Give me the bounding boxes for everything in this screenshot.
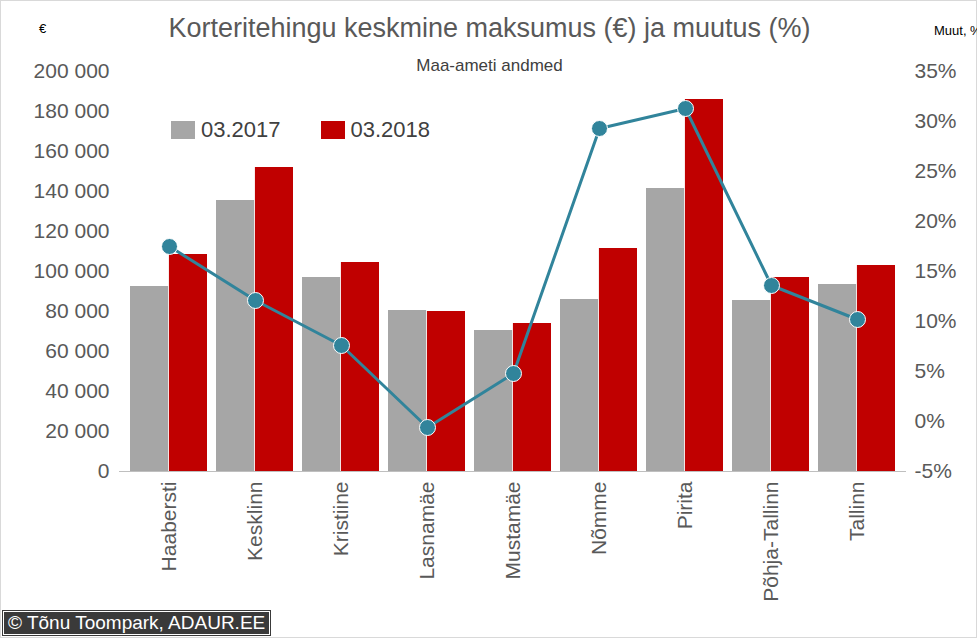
svg-text:Haabersti: Haabersti [157,482,180,572]
svg-text:100 000: 100 000 [34,259,110,282]
svg-text:30%: 30% [915,109,957,132]
svg-text:Pirita: Pirita [673,481,696,529]
svg-text:0: 0 [98,459,110,482]
html-text:03.2018: 03.2018 [350,117,431,142]
svg-text:0%: 0% [915,409,945,432]
svg-text:Lasnamäe: Lasnamäe [415,482,438,580]
svg-text:180 000: 180 000 [34,99,110,122]
svg-text:20 000: 20 000 [45,419,109,442]
html-text:Maa-ameti andmed: Maa-ameti andmed [416,56,563,75]
svg-text:Kesklinn: Kesklinn [243,482,266,561]
svg-text:35%: 35% [915,59,957,82]
svg-text:160 000: 160 000 [34,139,110,162]
svg-text:60 000: 60 000 [45,339,109,362]
svg-text:20%: 20% [915,209,957,232]
svg-text:Kristiine: Kristiine [329,482,352,557]
svg-text:Mustamäe: Mustamäe [501,482,524,580]
html-text:03.2017: 03.2017 [201,117,281,142]
svg-text:10%: 10% [915,309,957,332]
svg-text:-5%: -5% [915,459,952,482]
svg-text:40 000: 40 000 [45,379,109,402]
svg-text:120 000: 120 000 [34,219,110,242]
svg-text:80 000: 80 000 [45,299,109,322]
svg-text:5%: 5% [915,359,945,382]
svg-text:15%: 15% [915,259,957,282]
svg-text:Põhja-Tallinn: Põhja-Tallinn [759,482,782,602]
svg-text:25%: 25% [915,159,957,182]
svg-text:Tallinn: Tallinn [845,482,868,542]
html-text:© Tõnu Toompark, ADAUR.EE: © Tõnu Toompark, ADAUR.EE [8,612,266,633]
svg-text:Nõmme: Nõmme [587,482,610,556]
html-text:Korteritehingu keskmine maksum: Korteritehingu keskmine maksumus (€) ja … [168,13,811,43]
svg-text:140 000: 140 000 [34,179,110,202]
svg-text:200 000: 200 000 [34,59,110,82]
